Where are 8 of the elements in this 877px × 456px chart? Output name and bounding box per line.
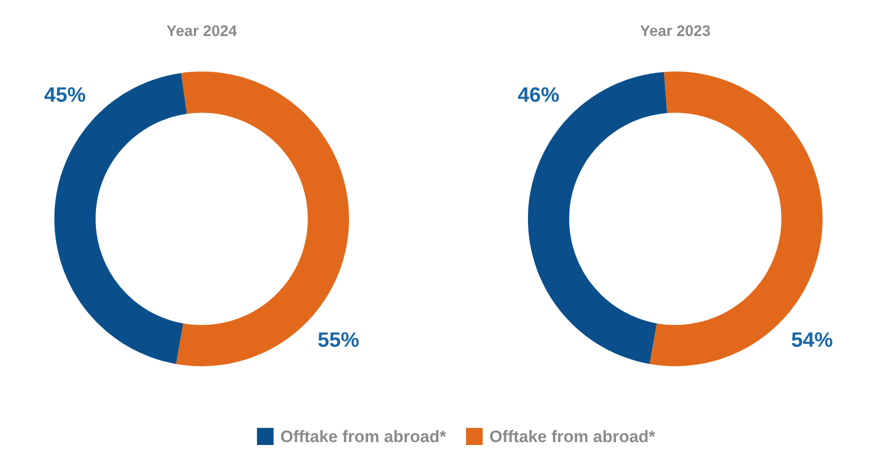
chart-title: Year 2024: [166, 25, 237, 36]
legend-label: Offtake from abroad*: [280, 430, 446, 442]
data-label: 46%: [518, 87, 559, 102]
data-label: 54%: [792, 332, 832, 347]
chart-title: Year 2023: [640, 25, 710, 36]
legend-label: Offtake from abroad*: [490, 430, 656, 442]
data-label: 55%: [318, 332, 359, 347]
data-label: 45%: [44, 87, 86, 102]
